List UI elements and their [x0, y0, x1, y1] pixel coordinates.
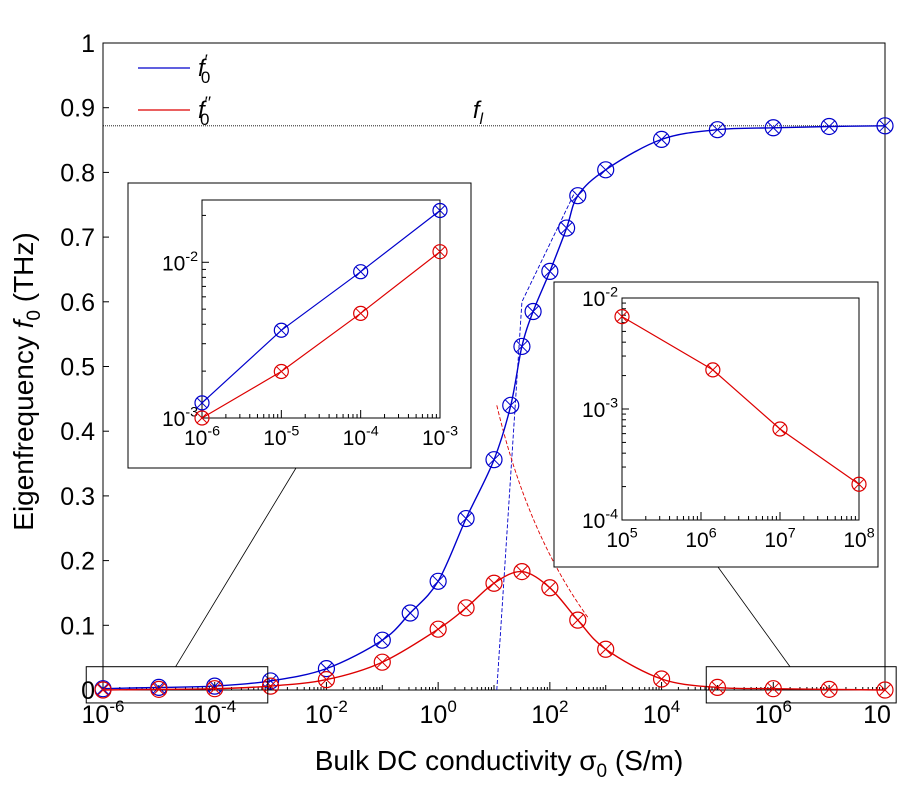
inset-x-label: 106 [685, 526, 716, 552]
x-axis-label: Bulk DC conductivity σ0 (S/m) [315, 745, 684, 782]
inset-series-line [201, 251, 441, 419]
series-line-imag [102, 570, 886, 691]
data-point [558, 219, 576, 237]
data-point [457, 599, 475, 617]
data-point [820, 680, 838, 698]
red-asymptote [496, 405, 590, 620]
data-point [457, 509, 475, 528]
y-tick-label: 0 [81, 677, 95, 705]
inset-data-point [353, 305, 369, 321]
inset-data-point [432, 202, 448, 219]
data-point [708, 121, 727, 139]
inset-data-point [772, 421, 788, 437]
data-point [401, 604, 419, 622]
data-point [652, 130, 671, 149]
x-tick-label: 102 [531, 697, 568, 729]
x-tick-label: 106 [755, 697, 792, 729]
legend-label: f′ 0 [198, 51, 210, 87]
data-point [261, 677, 280, 695]
data-point [541, 262, 559, 280]
data-point [876, 681, 894, 699]
inset-data-point [851, 476, 867, 492]
y-tick-label: 0.2 [60, 548, 95, 576]
inset-x-label: 10-4 [343, 424, 379, 450]
data-point [652, 670, 671, 688]
data-point [150, 680, 168, 698]
inset-y-label: 10-2 [162, 249, 198, 275]
data-point [206, 680, 224, 698]
inset-series-line [201, 210, 441, 404]
data-point [597, 640, 615, 658]
data-point [764, 119, 782, 137]
y-tick-label: 0.3 [60, 483, 95, 511]
data-point [569, 611, 587, 629]
inset-x-label: 108 [843, 526, 874, 552]
inset-x-label: 10-3 [422, 424, 458, 450]
data-point [429, 572, 447, 590]
inset-y-label: 10-4 [582, 507, 618, 533]
data-point [94, 681, 112, 699]
data-point [708, 678, 727, 697]
zoom-connector-right [717, 566, 791, 667]
inset-data-point [353, 264, 369, 280]
blue-asymptote [496, 191, 576, 691]
data-point [597, 161, 615, 179]
data-point [502, 396, 520, 414]
data-point [569, 187, 587, 205]
inset-x-label: 10-5 [263, 424, 299, 450]
data-point [485, 451, 503, 469]
y-tick-label: 1 [81, 30, 95, 58]
data-point [513, 337, 531, 356]
y-tick-label: 0.1 [60, 612, 95, 640]
series-line-real [102, 125, 886, 690]
inset-data-point [273, 322, 289, 338]
y-tick-label: 0.5 [60, 354, 95, 382]
main-plot: 0 0.1 0.2 0.3 0.4 0.5 0.6 0.7 0.8 0.9 1 10-6 10-4 10-… [8, 30, 897, 782]
data-point [373, 653, 391, 671]
data-point [541, 579, 559, 597]
inset-data-point [194, 395, 210, 411]
data-point [373, 631, 391, 649]
y-tick-label: 0.6 [60, 289, 95, 317]
data-point [524, 302, 542, 321]
data-point [317, 671, 336, 689]
inset-x-label: 107 [764, 526, 795, 552]
inset-series-line [621, 316, 860, 485]
legend-label: f′′ 0 [198, 93, 211, 129]
x-tick-label: 10-6 [82, 697, 125, 729]
data-point [429, 620, 447, 638]
x-tick-label: 104 [643, 697, 680, 729]
x-tick-label: 100 [420, 697, 457, 729]
data-point [820, 117, 838, 136]
y-tick-label: 0.9 [60, 95, 95, 123]
y-tick-label: 0.7 [60, 224, 95, 252]
data-point [513, 562, 531, 581]
x-tick-label: 10-4 [193, 697, 236, 729]
data-point [261, 672, 280, 690]
inset-low-sigma: 10-6 10-5 10-4 10-310-310-2 [127, 182, 472, 469]
y-axis-label: Eigenfrequency f0 (THz) [8, 232, 45, 530]
inset-high-sigma: 105 106 107 108 10-4 10-3 10-2 [553, 281, 879, 568]
inset-data-point [705, 362, 721, 378]
inset-data-point [614, 308, 630, 325]
inset-y-label: 10-2 [582, 285, 618, 311]
inset-data-point [432, 244, 448, 260]
data-point [876, 117, 894, 135]
inset-x-label: 10-6 [184, 424, 220, 450]
inset-x-label: 105 [606, 526, 637, 552]
zoom-box-right [705, 666, 897, 704]
data-point [485, 574, 503, 592]
inset-data-point [194, 410, 210, 426]
x-tick-label: 10 [863, 701, 891, 729]
zoom-box-left [85, 666, 269, 704]
fl-annotation: fl [473, 97, 484, 128]
y-tick-label: 0.8 [60, 159, 95, 187]
inset-data-point [273, 363, 289, 380]
inset-y-label: 10-3 [582, 396, 618, 422]
y-tick-label: 0.4 [60, 418, 95, 446]
x-tick-label: 10-2 [305, 697, 348, 729]
data-point [764, 680, 782, 698]
zoom-connector-left [175, 467, 297, 667]
